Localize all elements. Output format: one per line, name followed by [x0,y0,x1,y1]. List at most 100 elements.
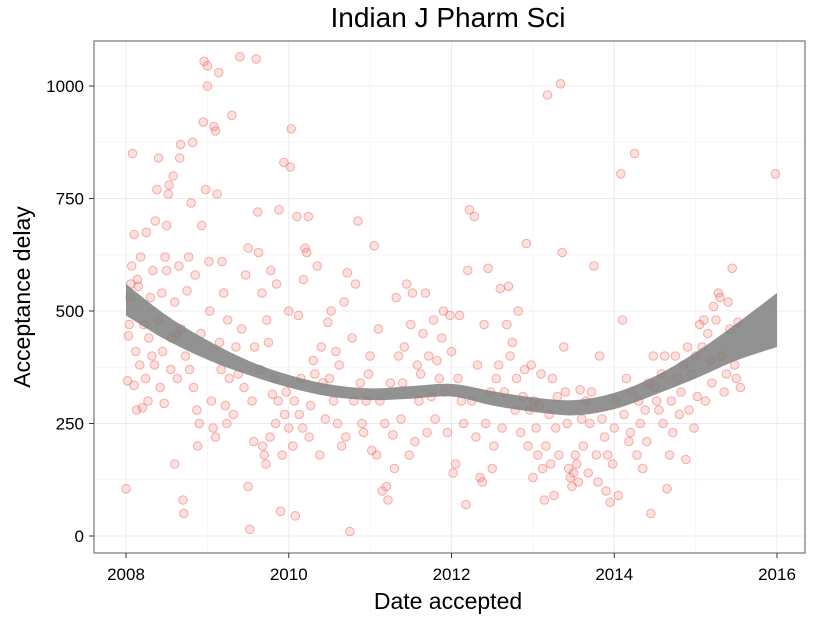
data-point [619,409,629,420]
x-tick-label: 2008 [107,565,145,584]
data-point [153,153,164,163]
data-point [599,432,610,442]
data-point [212,189,222,199]
data-point [682,342,693,352]
data-point [406,319,416,330]
data-point [563,463,574,474]
data-point [555,79,566,89]
data-point [664,450,675,460]
data-point [613,490,624,501]
data-point [646,508,656,519]
panel-border [93,40,806,554]
data-point [220,400,231,411]
data-point [249,436,259,447]
data-point [713,288,724,298]
data-point [393,351,404,361]
data-point [263,337,274,348]
data-point [284,423,294,433]
data-point [236,324,247,334]
data-point [298,274,309,285]
y-tick-label: 0 [75,527,84,546]
data-point [135,252,146,262]
data-point [471,432,481,442]
smooth-ribbon [126,284,777,416]
data-point [131,405,142,415]
data-point [616,169,626,179]
data-point [578,441,589,451]
axes: 2008 2010 2012 2014 2016 0 250 500 750 1000 [46,77,796,584]
data-point [252,207,263,217]
data-point [513,306,524,316]
data-point [369,241,380,251]
data-point [129,229,139,240]
data-point [676,387,686,397]
data-point [463,265,473,276]
data-point [491,373,502,384]
data-point [204,256,214,267]
data-point [487,463,498,474]
data-point [257,288,267,298]
data-point [445,310,455,321]
data-point [681,454,691,465]
data-point [539,495,550,505]
data-point [135,360,145,370]
data-point [186,198,196,208]
data-point [332,418,343,429]
data-point [648,351,659,361]
data-point [770,169,781,179]
data-point [607,459,618,469]
data-point [285,162,296,172]
data-point [137,403,148,413]
data-point [152,184,162,195]
data-point [407,288,418,298]
data-point [266,265,276,276]
data-point [438,306,449,316]
data-point [170,297,180,307]
data-point [674,409,685,420]
data-point [422,427,432,438]
data-point [281,387,292,397]
data-point [131,346,141,357]
data-point [573,477,584,487]
data-point [507,337,518,348]
data-point [336,441,347,451]
data-point [293,310,304,321]
data-point [320,414,331,424]
data-point [377,486,388,496]
data-point [163,189,174,199]
data-point [198,117,209,127]
data-point [328,396,339,406]
data-point [345,526,355,537]
data-point [381,481,392,492]
data-point [231,342,241,352]
data-point [662,484,672,494]
data-point [568,468,579,478]
data-point [279,157,289,168]
data-point [448,468,458,478]
data-point [182,286,192,296]
data-point [129,380,139,391]
data-point [430,414,441,424]
data-point [155,382,165,393]
data-point [570,450,581,460]
data-point [205,306,215,316]
data-point [339,297,349,307]
data-point [222,315,233,325]
x-tick-label: 2012 [433,565,471,584]
data-point [192,405,202,415]
data-point [629,148,640,159]
data-point [277,450,288,460]
data-point [731,373,742,384]
data-point [418,328,428,339]
data-point [515,427,526,438]
data-point [519,364,530,375]
data-point [542,90,553,100]
data-point [380,418,390,429]
data-point [265,432,275,442]
data-point [224,373,235,384]
data-point [209,121,219,132]
grid [94,41,805,553]
data-point [284,306,294,316]
data-point [243,481,253,492]
